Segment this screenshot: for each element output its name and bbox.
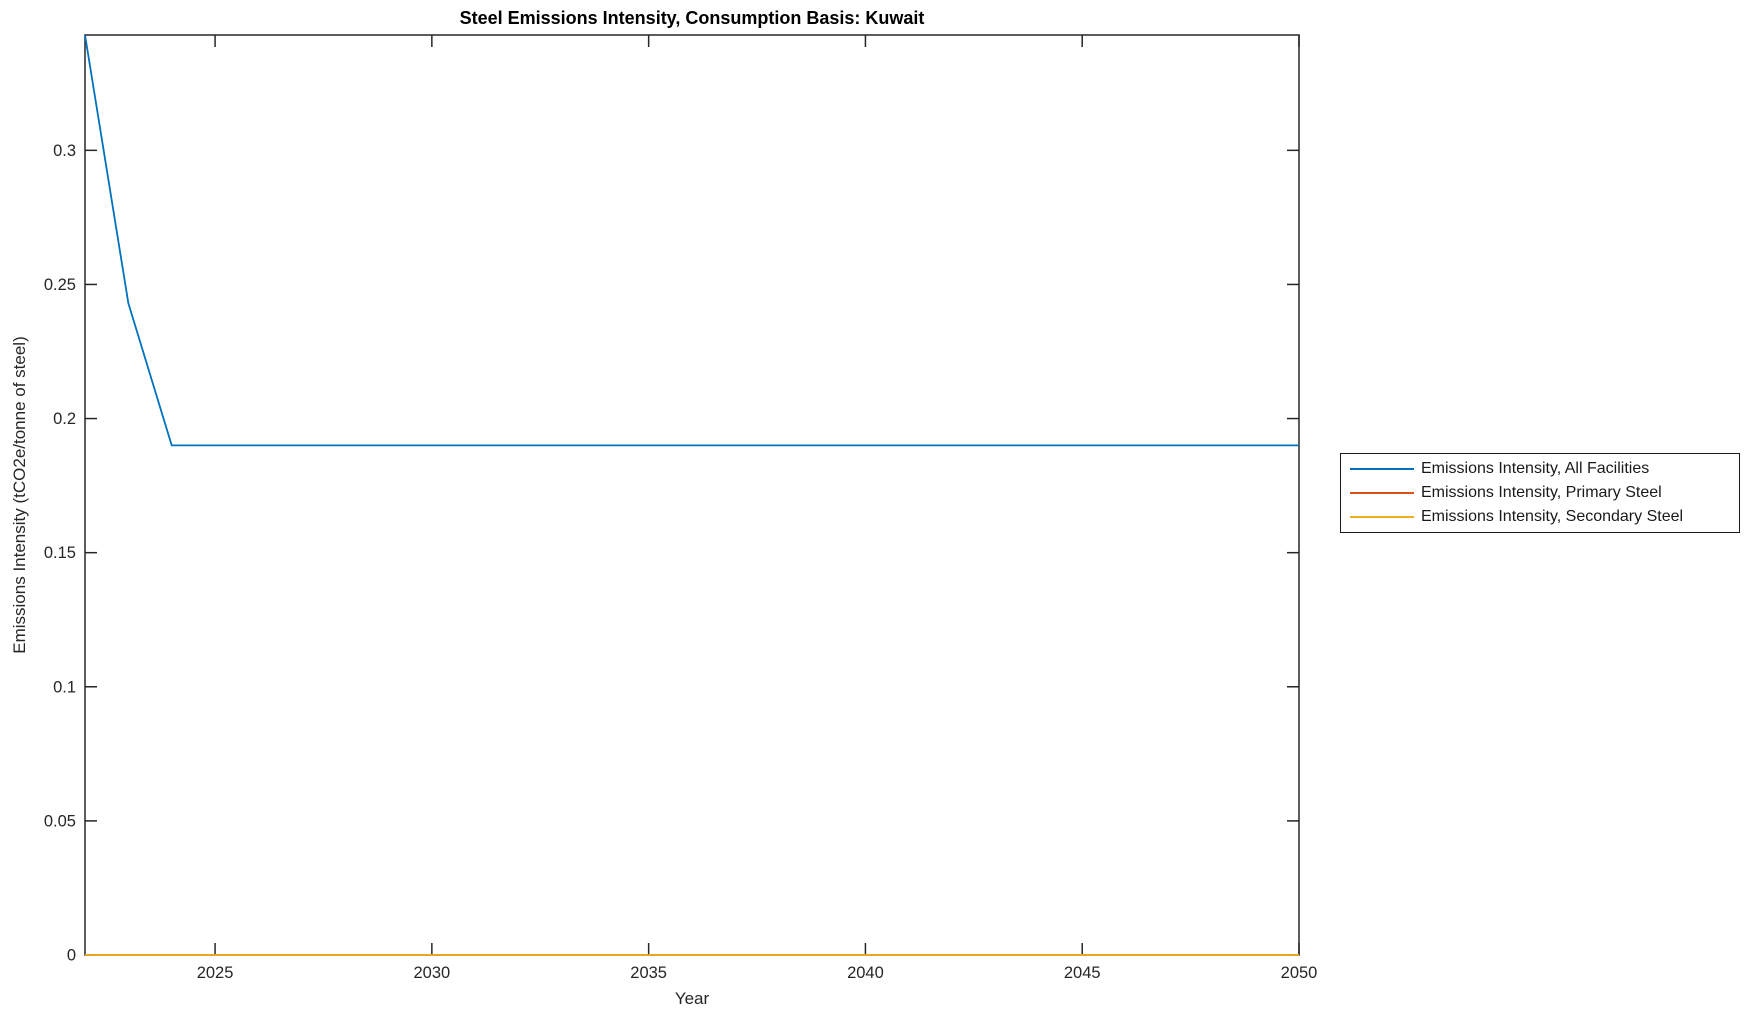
legend-box: Emissions Intensity, All Facilities Emis… bbox=[1340, 453, 1740, 533]
axes-box bbox=[84, 34, 1300, 956]
legend-line-sample-primary-steel bbox=[1350, 492, 1414, 494]
x-tick-label: 2030 bbox=[413, 964, 450, 982]
legend-line-sample-all-facilities bbox=[1350, 468, 1414, 470]
y-tick-label: 0 bbox=[67, 947, 76, 965]
y-tick-label: 0.25 bbox=[44, 276, 76, 294]
legend-label: Emissions Intensity, Secondary Steel bbox=[1421, 508, 1684, 525]
x-axis-label: Year bbox=[674, 989, 710, 1008]
y-tick-label: 0.05 bbox=[44, 812, 76, 830]
y-tick-label: 0.1 bbox=[53, 678, 76, 696]
legend-item-secondary-steel: Emissions Intensity, Secondary Steel bbox=[1341, 505, 1739, 529]
legend-label: Emissions Intensity, All Facilities bbox=[1421, 460, 1650, 477]
y-tick-label: 0.3 bbox=[53, 142, 76, 160]
legend-item-primary-steel: Emissions Intensity, Primary Steel bbox=[1341, 481, 1739, 505]
x-tick-label: 2040 bbox=[847, 964, 884, 982]
y-tick-label: 0.2 bbox=[53, 410, 76, 428]
legend-item-all-facilities: Emissions Intensity, All Facilities bbox=[1341, 457, 1739, 481]
x-tick-label: 2045 bbox=[1064, 964, 1101, 982]
y-tick-label: 0.15 bbox=[44, 544, 76, 562]
series-line-0 bbox=[84, 34, 1299, 447]
chart-title: Steel Emissions Intensity, Consumption B… bbox=[459, 8, 925, 28]
legend-line-sample-secondary-steel bbox=[1350, 516, 1414, 518]
x-tick-label: 2050 bbox=[1281, 964, 1318, 982]
y-axis-label: Emissions Intensity (tCO2e/tonne of stee… bbox=[10, 336, 29, 654]
x-tick-label: 2035 bbox=[630, 964, 667, 982]
x-tick-label: 2025 bbox=[197, 964, 234, 982]
legend-label: Emissions Intensity, Primary Steel bbox=[1421, 484, 1662, 501]
